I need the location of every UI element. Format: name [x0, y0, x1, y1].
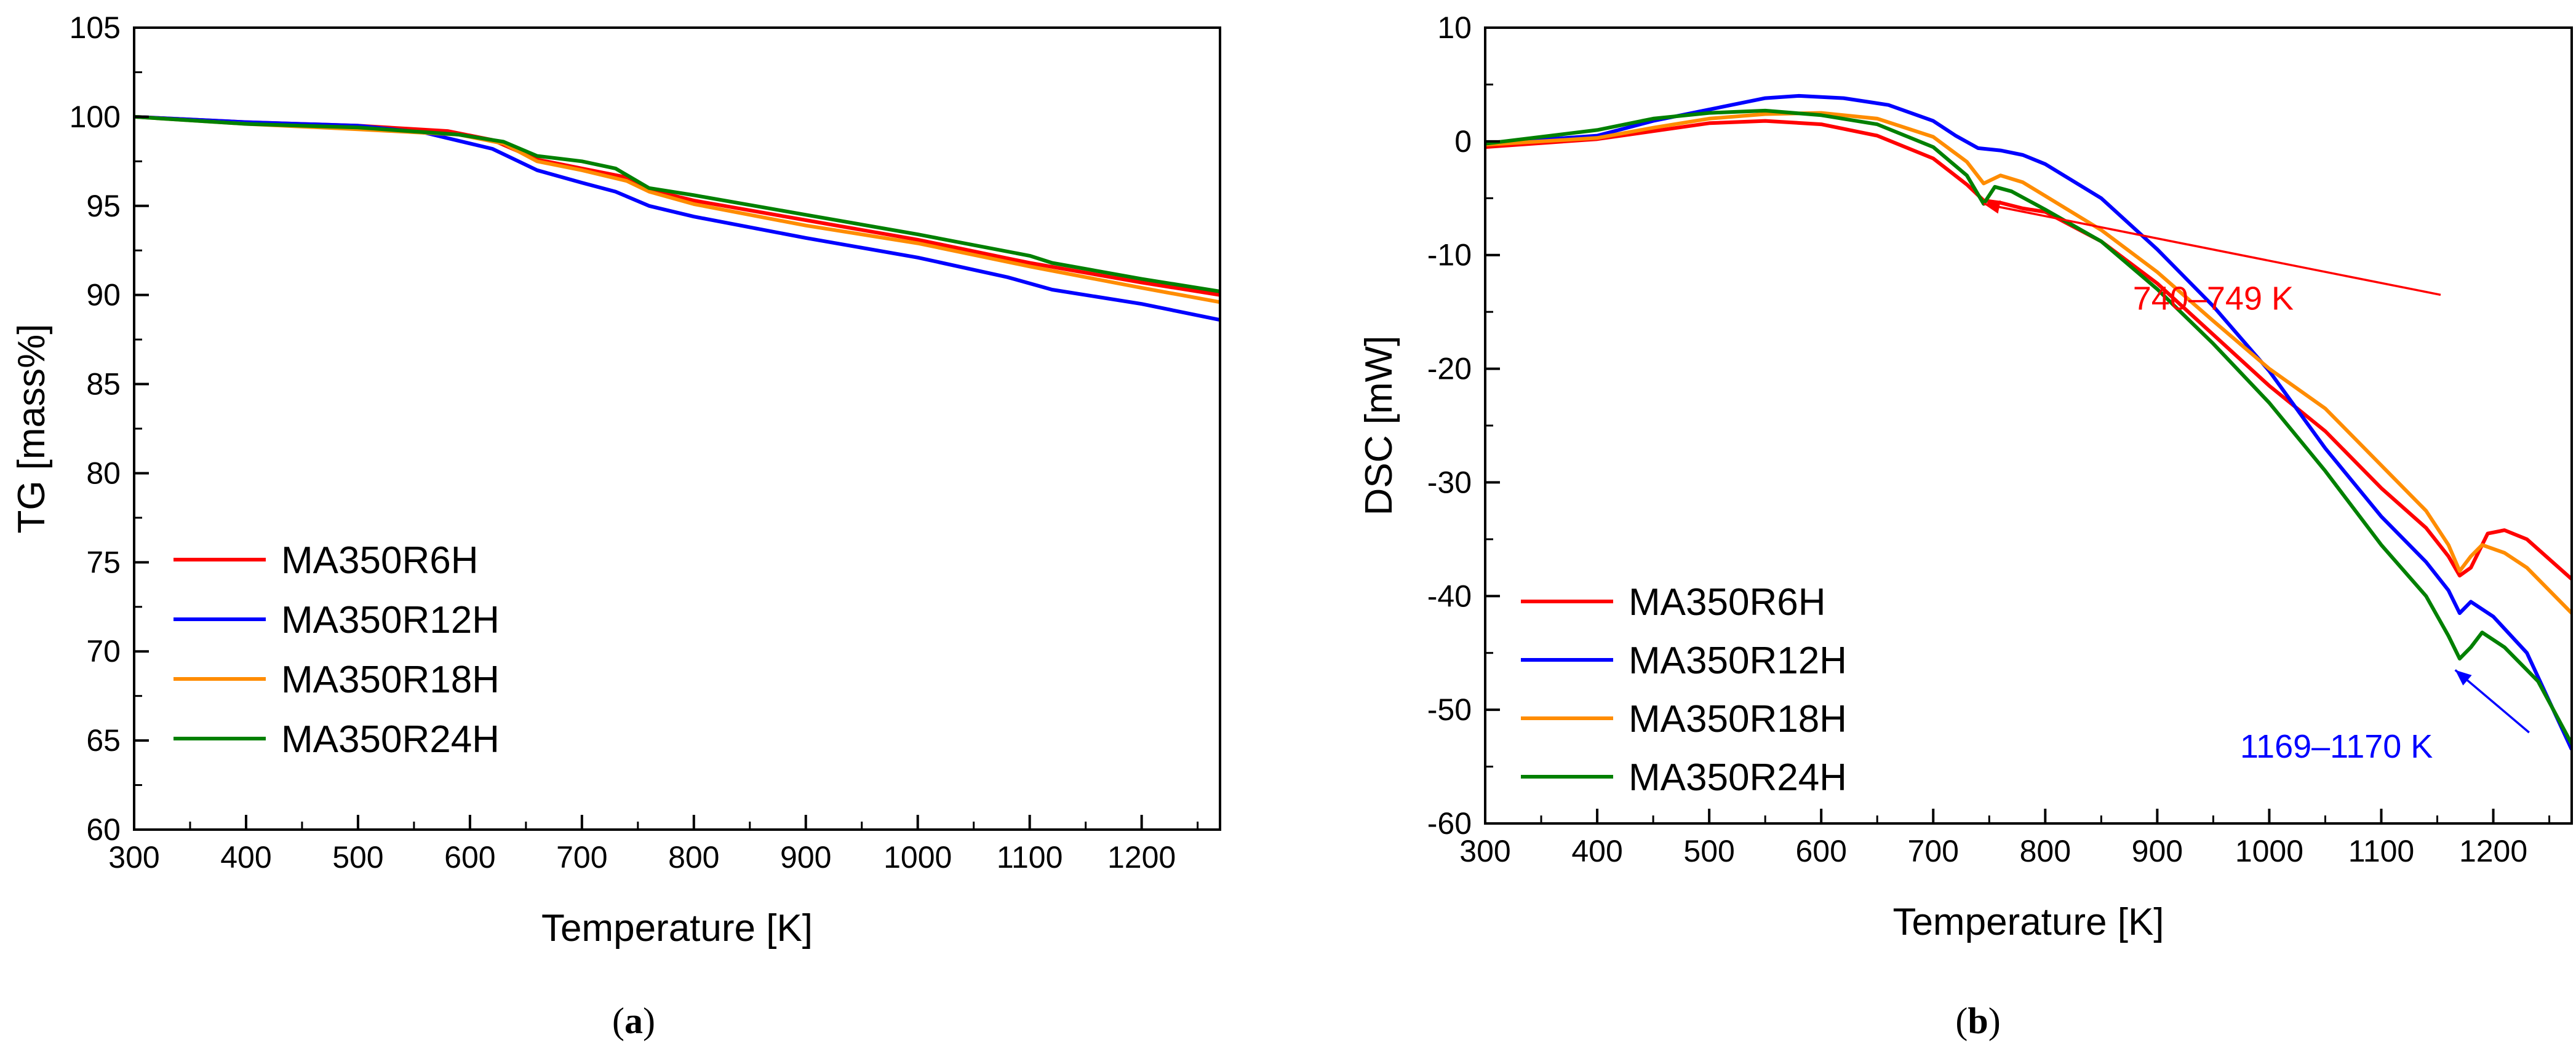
caption-close: )	[1988, 1001, 2001, 1041]
y-tick-label: -60	[1427, 806, 1472, 841]
annotation-label: 1169–1170 K	[2240, 728, 2433, 765]
x-tick-label: 1100	[997, 840, 1063, 875]
legend: MA350R6H MA350R12H MA350R18H MA350R24H	[1521, 581, 1847, 799]
y-tick-label: -30	[1427, 465, 1472, 499]
x-axis-label: Temperature [K]	[1892, 901, 2164, 943]
series-line-MA350R18H	[134, 114, 1220, 304]
caption-open: (	[612, 1001, 624, 1041]
legend: MA350R6H MA350R12H MA350R18H MA350R24H	[173, 539, 500, 761]
series-line-MA350R12H	[134, 114, 1220, 322]
x-tick-label: 1200	[2459, 834, 2527, 868]
y-tick-label: 75	[86, 545, 121, 579]
annotation-arrow	[1983, 202, 2441, 296]
y-tick-label: 10	[1437, 10, 1472, 45]
annotation-label: 740–749 K	[2133, 280, 2294, 317]
series-line-MA350R12H	[1485, 93, 2572, 751]
y-tick-label: 60	[86, 812, 121, 847]
legend-label: MA350R6H	[1629, 581, 1825, 624]
x-tick-label: 600	[444, 840, 495, 875]
caption-open: (	[1955, 1001, 1968, 1041]
panel-caption: (b)	[1955, 1001, 2000, 1041]
legend-label: MA350R12H	[1629, 640, 1847, 682]
x-tick-label: 1100	[2348, 834, 2415, 868]
x-tick-label: 500	[1683, 834, 1734, 868]
x-tick-label: 700	[1908, 834, 1959, 868]
annotation-arrow	[2454, 669, 2530, 734]
x-tick-label: 800	[668, 840, 719, 875]
x-tick-label: 1200	[1107, 840, 1176, 875]
legend-label: MA350R12H	[281, 599, 500, 641]
y-tick-label: 85	[86, 367, 121, 402]
y-tick-label: -40	[1427, 579, 1472, 613]
legend-label: MA350R24H	[281, 718, 500, 761]
series-line-MA350R24H	[1485, 108, 2572, 745]
caption-letter: b	[1968, 1001, 1988, 1041]
y-tick-label: 0	[1454, 124, 1472, 159]
x-tick-label: 1000	[883, 840, 952, 875]
x-tick-label: 1000	[2235, 834, 2303, 868]
y-tick-label: 105	[70, 10, 121, 45]
series-line-MA350R24H	[134, 114, 1220, 293]
caption-letter: a	[624, 1001, 643, 1041]
x-tick-label: 400	[220, 840, 271, 875]
legend-label: MA350R24H	[1629, 756, 1847, 799]
y-tick-label: 65	[86, 723, 121, 758]
x-axis-label: Temperature [K]	[541, 907, 813, 950]
y-axis-label: TG [mass%]	[10, 323, 53, 533]
y-tick-label: -10	[1427, 238, 1472, 272]
legend-label: MA350R18H	[1629, 698, 1847, 740]
axes-frame	[133, 26, 1221, 831]
y-tick-label: 100	[70, 100, 121, 134]
panel-b-chart: 300 400 500 600 700 800 900 1000 1100 1200 -60 -50 -…	[1358, 10, 2573, 1041]
x-tick-label: 300	[108, 840, 159, 875]
series-line-MA350R18H	[1485, 111, 2572, 615]
annotation-arrowhead	[1984, 200, 2001, 214]
x-tick-label: 800	[2020, 834, 2071, 868]
series-line-MA350R6H	[134, 114, 1220, 297]
x-tick-label: 500	[332, 840, 383, 875]
panel-a-chart: 300 400 500 600 700 800 900 1000 1100 1200 60 65 70 7…	[10, 10, 1221, 1041]
x-tick-label: 600	[1795, 834, 1846, 868]
plot-area-a	[134, 114, 1220, 322]
legend-label: MA350R18H	[281, 659, 500, 701]
x-tick-label: 700	[556, 840, 607, 875]
x-tick-label: 300	[1459, 834, 1510, 868]
legend-label: MA350R6H	[281, 539, 478, 582]
y-tick-label: -50	[1427, 692, 1472, 727]
y-tick-label: 95	[86, 189, 121, 223]
y-tick-label: 70	[86, 634, 121, 668]
annotation-arrowhead	[2455, 670, 2472, 686]
y-axis-label: DSC [mW]	[1358, 336, 1400, 516]
panel-caption: (a)	[612, 1001, 655, 1041]
series-line-MA350R6H	[1485, 119, 2572, 581]
y-tick-label: -20	[1427, 352, 1472, 386]
y-tick-label: 80	[86, 456, 121, 490]
x-tick-label: 900	[780, 840, 831, 875]
plot-area-b	[1485, 93, 2572, 751]
y-tick-label: 90	[86, 278, 121, 312]
x-tick-label: 400	[1571, 834, 1622, 868]
caption-close: )	[643, 1001, 655, 1041]
x-tick-label: 900	[2132, 834, 2183, 868]
